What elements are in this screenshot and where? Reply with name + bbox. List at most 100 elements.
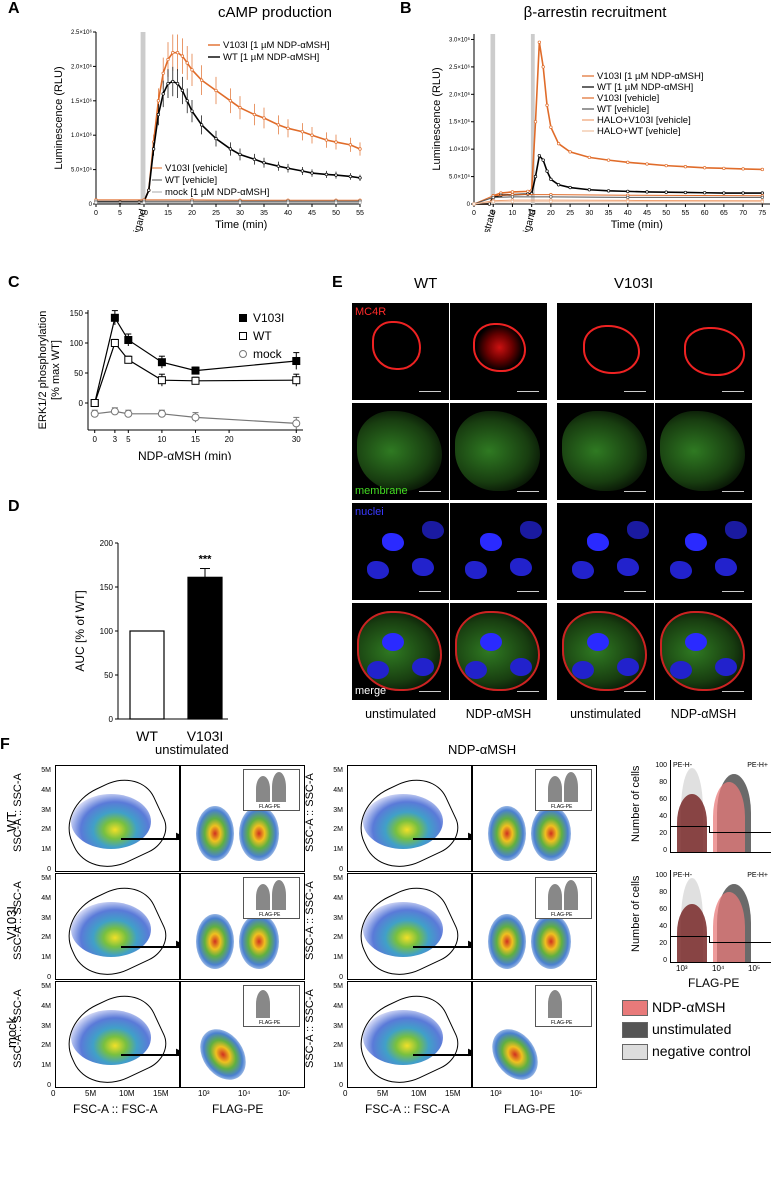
series-line [96, 51, 361, 203]
histogram-peak [272, 772, 286, 802]
data-point [157, 376, 166, 385]
cell-signal [455, 611, 540, 691]
y-tick-label: 0 [47, 1082, 51, 1089]
x-tick-label: 45 [308, 210, 316, 217]
data-point [606, 189, 611, 193]
ligand-annotation: ligand [131, 208, 149, 232]
data-point [545, 169, 549, 173]
data-point [199, 123, 204, 127]
inset-axis-label: FLAG-PE [259, 912, 281, 918]
y-axis-label: SSC-A :: SSC-A [304, 880, 316, 960]
scale-bar [722, 490, 744, 492]
series-line [474, 42, 763, 205]
data-point [487, 202, 492, 206]
legend-label: WT [vehicle] [597, 104, 649, 115]
data-point [300, 130, 305, 134]
y-axis-label: Number of cells [630, 765, 642, 842]
y-tick-label: 60 [659, 795, 667, 803]
x-tick-label: 25 [566, 210, 574, 217]
scale-bar [517, 490, 539, 492]
data-point [541, 65, 545, 69]
data-point [664, 190, 668, 194]
data-point [228, 147, 233, 151]
micrograph: MC4R [352, 303, 449, 400]
data-point [626, 195, 630, 200]
scatter-density [71, 902, 151, 957]
x-tick-label: 20 [547, 210, 555, 217]
nucleus [480, 633, 502, 651]
y-tick-label: 80 [659, 778, 667, 786]
legend-swatch [622, 1000, 648, 1016]
unstimulated-peak-low [677, 904, 707, 962]
x-tick-label: WT [136, 728, 158, 744]
scale-bar [419, 490, 441, 492]
data-point [358, 176, 362, 180]
data-point [556, 142, 561, 146]
scale-bar [624, 690, 646, 692]
data-point [286, 166, 290, 170]
data-point [190, 200, 194, 205]
y-tick-label: 150 [70, 309, 84, 318]
data-point [142, 200, 146, 205]
y-axis-label: SSC-A :: SSC-A [304, 772, 316, 852]
data-point [157, 358, 166, 367]
y-tick-label: 1M [333, 1062, 343, 1070]
channel-label: membrane [355, 485, 408, 497]
data-point [214, 88, 218, 93]
data-point [110, 313, 119, 322]
x-tick-label: 30 [236, 210, 244, 217]
series-line [94, 341, 297, 404]
chart-b-title: β-arrestin recruitment [523, 4, 667, 21]
x-tick-label: 5M [377, 1089, 389, 1098]
flag-pe-plot: FLAG-PE [472, 873, 597, 980]
data-point [348, 143, 353, 147]
data-point [310, 133, 314, 137]
arrow-head: ▶ [468, 939, 476, 950]
y-tick-label: 3M [41, 806, 51, 814]
data-point [722, 191, 726, 195]
cell-signal [357, 411, 442, 491]
inset-histogram: FLAG-PE [535, 769, 592, 811]
data-point [760, 200, 764, 204]
data-point [166, 81, 170, 86]
data-point [358, 200, 362, 205]
data-point [533, 174, 538, 179]
x-tick-label: 5 [118, 210, 122, 217]
micrograph: merge [352, 603, 449, 700]
flag-pe-plot: FLAG-PE [180, 765, 305, 872]
x-tick-label: 35 [605, 210, 613, 217]
x-tick-label: 50 [662, 210, 670, 217]
micrograph [557, 503, 654, 600]
data-point [472, 202, 476, 206]
cell-signal [372, 321, 421, 370]
y-tick-label: 3M [41, 1022, 51, 1030]
data-point [156, 112, 161, 117]
x-tick-label: 15M [445, 1089, 461, 1098]
y-tick-label: 40 [659, 922, 667, 930]
y-axis-label: ERK1/2 phosphorylation [37, 311, 49, 430]
x-tick-label: 0 [92, 435, 97, 444]
data-point [491, 195, 495, 200]
data-point [90, 409, 99, 418]
y-tick-label: 1.0×10⁶ [71, 132, 93, 139]
data-point [324, 172, 329, 177]
y-tick-label: 0 [89, 202, 93, 208]
data-point [191, 413, 200, 422]
data-point [626, 189, 630, 194]
series-line [473, 194, 763, 205]
flow-cytometry-panel: unstimulatedNDP-αMSHWT▶FLAG-PE01M2M3M4M5… [0, 740, 778, 1190]
data-point [286, 200, 290, 205]
x-tick-label: 40 [624, 210, 632, 217]
x-tick-label: 65 [720, 210, 728, 217]
data-point [147, 188, 151, 192]
fsc-ssc-plot [347, 981, 472, 1088]
inset-histogram: FLAG-PE [243, 877, 300, 919]
data-point [262, 116, 266, 120]
micrograph [557, 603, 654, 700]
gate-line [709, 826, 710, 832]
series-line [473, 196, 763, 205]
y-tick-label: 50 [74, 369, 83, 378]
data-point [545, 103, 549, 107]
group-label-wt: WT [414, 275, 438, 292]
inset-axis-label: FLAG-PE [551, 804, 573, 810]
